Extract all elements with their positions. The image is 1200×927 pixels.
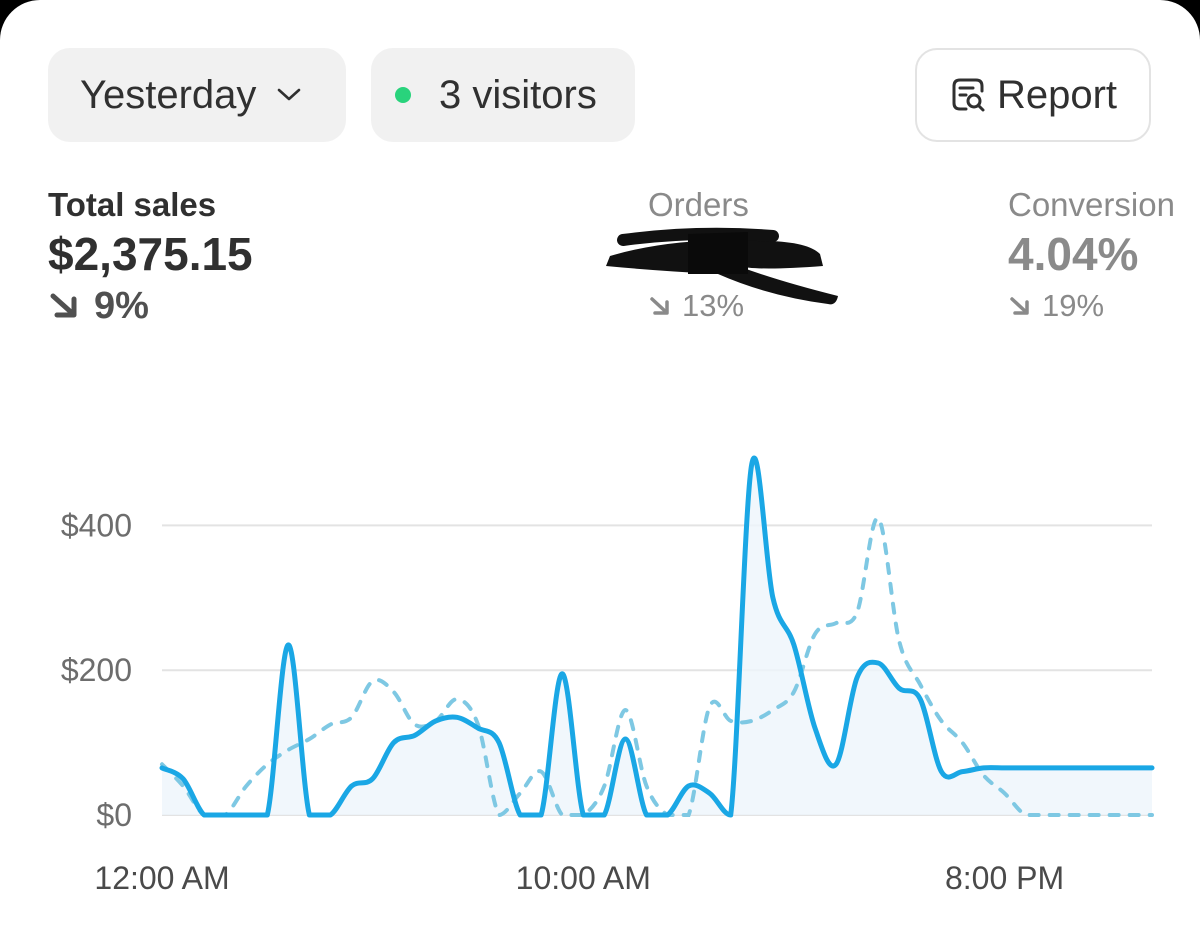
- metric-delta: 19%: [1008, 282, 1175, 330]
- delta-text: 19%: [1042, 288, 1105, 323]
- metric-conversion[interactable]: Conversion 4.04% 19%: [1008, 186, 1175, 330]
- metric-value: 4.04%: [1008, 228, 1139, 280]
- y-tick-label: $0: [96, 797, 132, 833]
- redaction-scribble: [606, 227, 838, 305]
- x-tick-label: 8:00 PM: [945, 860, 1064, 896]
- live-status-dot: [395, 87, 411, 103]
- metric-value: $2,375.15: [48, 228, 253, 280]
- x-tick-label: 12:00 AM: [94, 860, 229, 896]
- current-series-line: [159, 455, 1155, 818]
- arrow-down-right-icon: [50, 293, 77, 318]
- report-label: Report: [996, 72, 1118, 117]
- chevron-down-icon: [278, 88, 301, 101]
- delta-text: 9%: [94, 285, 149, 327]
- comparison-series-line: [160, 516, 1154, 818]
- period-dropdown[interactable]: Yesterday: [48, 48, 346, 142]
- metric-label: Conversion: [1008, 186, 1175, 223]
- arrow-down-right-icon: [650, 297, 669, 315]
- x-tick-label: 10:00 AM: [516, 860, 651, 896]
- arrow-down-right-icon: [1010, 297, 1029, 315]
- metric-label: Orders: [648, 186, 749, 223]
- metric-orders[interactable]: Orders 13%: [648, 186, 749, 330]
- metric-label: Total sales: [48, 186, 217, 223]
- live-visitors-badge[interactable]: 3 visitors: [371, 48, 635, 142]
- series-area-fill: [162, 457, 1152, 815]
- period-label: Yesterday: [80, 72, 257, 117]
- metric-delta: 13%: [648, 282, 749, 330]
- metric-delta: 9%: [48, 282, 253, 330]
- report-button[interactable]: Report: [915, 48, 1151, 142]
- visitors-label: 3 visitors: [439, 72, 597, 117]
- y-tick-label: $400: [61, 507, 132, 543]
- report-search-icon: [952, 78, 985, 112]
- metric-total-sales[interactable]: Total sales $2,375.15 9%: [48, 186, 253, 330]
- y-tick-label: $200: [61, 652, 132, 688]
- delta-text: 13%: [682, 288, 745, 323]
